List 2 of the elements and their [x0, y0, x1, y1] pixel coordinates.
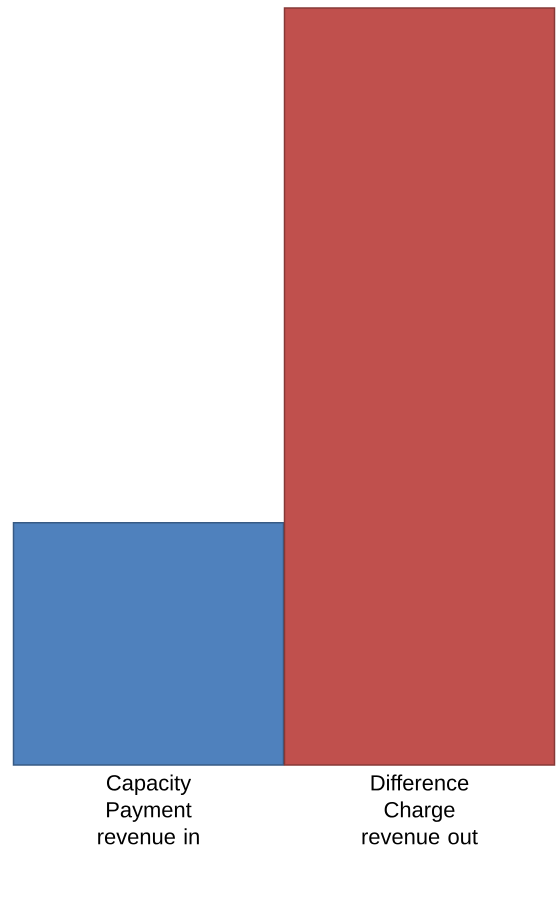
- x-tick-label: Difference Charge revenue out: [362, 774, 478, 844]
- x-tick-label: Capacity Payment revenue in: [98, 774, 199, 844]
